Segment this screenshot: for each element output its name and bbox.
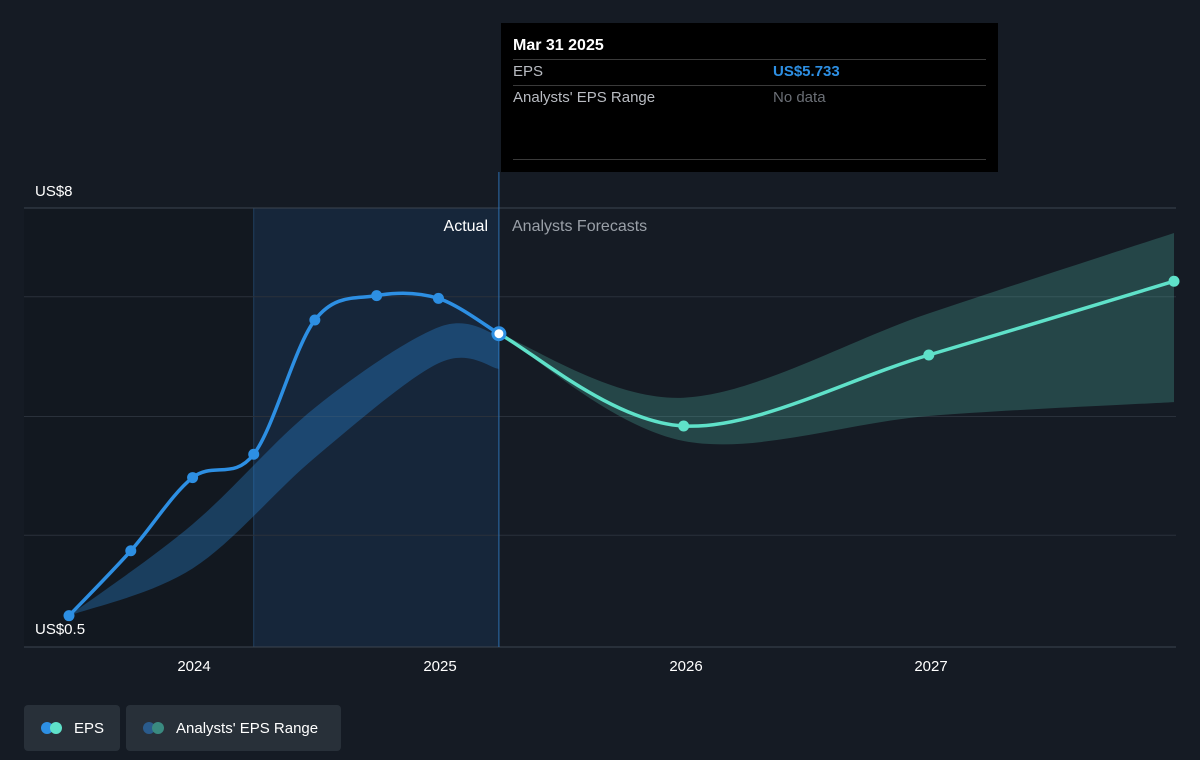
y-tick-label-top: US$8 [35,183,73,200]
range-legend-icon [143,722,165,734]
tooltip-divider [513,159,986,160]
legend-eps-label: EPS [74,719,105,737]
eps-forecast-point [1168,275,1180,287]
actual-label: Actual [444,218,488,235]
legend-range-button[interactable]: Analysts' EPS Range [126,705,341,751]
eps-actual-point [63,610,75,622]
eps-legend-icon [41,722,63,734]
y-tick-label-bottom: US$0.5 [35,621,85,638]
eps-actual-point [432,292,444,304]
x-tick-label-2026: 2026 [669,658,702,675]
tooltip-eps-value: US$5.733 [773,63,840,80]
eps-forecast-line [498,279,1175,428]
tooltip-range-row: Analysts' EPS Range No data [513,85,986,111]
legend-range-label: Analysts' EPS Range [176,719,319,737]
eps-forecast-point [678,420,690,432]
tooltip-range-label: Analysts' EPS Range [513,89,656,106]
selected-period-highlight [253,208,499,647]
analyst-range-band-past [69,323,499,616]
x-tick-label-2027: 2027 [914,658,947,675]
tooltip-eps-label: EPS [513,63,544,80]
gridlines [24,207,1176,536]
tooltip-date: Mar 31 2025 [513,37,604,54]
eps-actual-point [187,472,199,484]
hover-tooltip: Mar 31 2025 EPS US$5.733 Analysts' EPS R… [501,23,998,172]
x-tick-label-2024: 2024 [177,658,210,675]
forecast-label: Analysts Forecasts [512,218,647,235]
analyst-range-band-forecast [498,233,1174,445]
eps-actual-point [309,314,321,326]
analyst-range-bands [69,233,1174,616]
past-shading [24,208,256,647]
eps-actual-point [125,545,137,557]
tooltip-range-value: No data [773,89,826,106]
eps-actual-line [67,291,500,617]
tooltip-eps-row: EPS US$5.733 [513,59,986,85]
x-tick-label-2025: 2025 [423,658,456,675]
eps-actual-point [248,448,260,460]
eps-forecast-point [923,349,935,361]
eps-actual-point [371,290,383,302]
legend-eps-button[interactable]: EPS [24,705,120,751]
eps-points [63,275,1180,622]
eps-lines [67,279,1175,617]
eps-selected-point [491,326,507,342]
